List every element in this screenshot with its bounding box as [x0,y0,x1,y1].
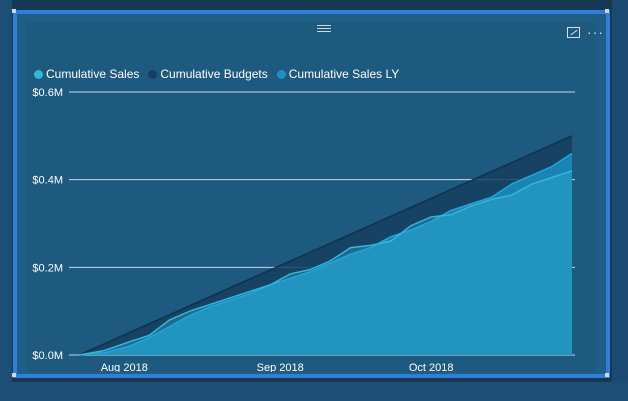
legend-item-cumulative-sales-ly[interactable]: Cumulative Sales LY [276,66,400,82]
background-tile-right [612,0,628,401]
focus-mode-icon[interactable] [567,27,580,38]
area-cumulative-sales-ly [79,153,572,355]
legend-item-cumulative-budgets[interactable]: Cumulative Budgets [148,66,268,82]
y-tick-label: $0.2M [32,262,63,274]
line-cumulative-sales-ly [78,152,573,356]
visual-content: ··· Cumulative Sales Cumulative Budgets … [27,22,603,372]
legend-label-cumulative-budgets: Cumulative Budgets [160,67,268,81]
legend-dot-cumulative-budgets [148,69,158,79]
y-tick-label: $0.4M [32,175,63,187]
x-tick-label: Sep 2018 [257,362,304,372]
drag-handle-icon[interactable] [317,25,331,33]
x-tick-label: Oct 2018 [409,362,454,372]
resize-handle-top-right[interactable] [605,9,609,13]
legend-dot-cumulative-sales-ly [276,69,286,79]
background-tile-left [0,0,12,401]
resize-handle-top-left[interactable] [12,9,16,13]
resize-handle-bottom-right[interactable] [605,373,609,377]
legend-item-cumulative-sales[interactable]: Cumulative Sales [34,66,139,82]
x-tick-label: Aug 2018 [101,362,148,372]
chart-plot-area[interactable]: $0.0M $0.2M $0.4M $0.6M Aug 2018 Sep 2018 Oct … [27,22,596,372]
legend-dot-cumulative-sales [34,69,43,79]
line-cumulative-sales [78,170,573,356]
more-options-icon[interactable]: ··· [587,24,604,40]
background-tile-bottom [0,382,628,401]
legend-label-cumulative-sales-ly: Cumulative Sales LY [288,67,400,81]
legend-label-cumulative-sales: Cumulative Sales [46,67,140,81]
resize-handle-bottom-left[interactable] [12,373,16,377]
line-cumulative-budgets [78,135,573,356]
y-tick-label: $0.6M [32,87,63,99]
chart-legend: Cumulative Sales Cumulative Budgets Cumu… [34,66,399,82]
cumulative-sales-visual[interactable]: ··· Cumulative Sales Cumulative Budgets … [13,10,610,378]
y-tick-label: $0.0M [32,350,63,362]
